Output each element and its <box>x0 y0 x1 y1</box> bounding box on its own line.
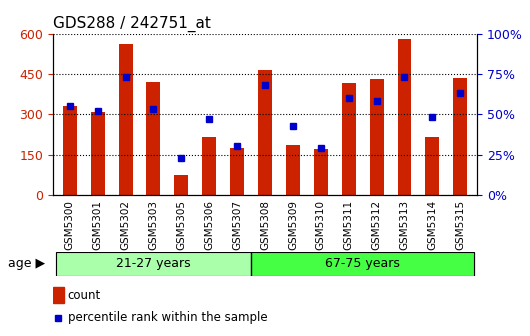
Text: 67-75 years: 67-75 years <box>325 257 400 270</box>
Bar <box>119 44 132 195</box>
Bar <box>342 83 356 195</box>
Bar <box>91 112 104 195</box>
Bar <box>426 137 439 195</box>
Text: age ▶: age ▶ <box>8 257 45 270</box>
Bar <box>453 78 467 195</box>
Bar <box>230 148 244 195</box>
Text: GDS288 / 242751_at: GDS288 / 242751_at <box>53 16 211 32</box>
Bar <box>63 106 77 195</box>
Bar <box>56 252 251 276</box>
Text: percentile rank within the sample: percentile rank within the sample <box>68 311 268 324</box>
Text: count: count <box>68 289 101 302</box>
Bar <box>251 252 474 276</box>
Bar <box>146 82 161 195</box>
Bar <box>314 149 328 195</box>
Bar <box>286 145 300 195</box>
Bar <box>174 175 188 195</box>
Bar <box>398 39 411 195</box>
Bar <box>258 70 272 195</box>
Bar <box>202 137 216 195</box>
Bar <box>369 79 384 195</box>
Bar <box>53 287 64 303</box>
Text: 21-27 years: 21-27 years <box>116 257 191 270</box>
